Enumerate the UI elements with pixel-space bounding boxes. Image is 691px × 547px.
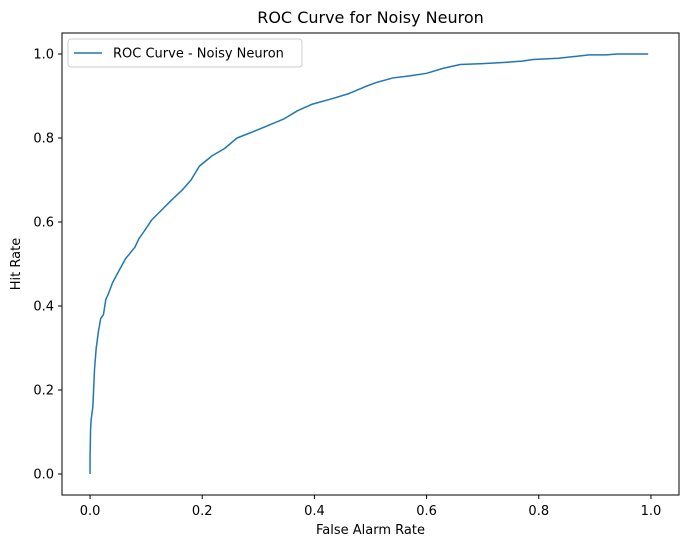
roc-curve-line bbox=[89, 53, 649, 474]
y-axis-ticks: 0.0 0.2 0.4 0.6 0.8 1.0 bbox=[33, 48, 62, 483]
y-tick-label: 0.2 bbox=[33, 384, 54, 399]
x-tick-label: 0.0 bbox=[80, 504, 101, 519]
legend: ROC Curve - Noisy Neuron bbox=[67, 38, 303, 68]
x-axis-ticks: 0.0 0.2 0.4 0.6 0.8 1.0 bbox=[80, 495, 662, 519]
x-tick-label: 1.0 bbox=[641, 504, 662, 519]
legend-box bbox=[67, 38, 303, 68]
legend-label: ROC Curve - Noisy Neuron bbox=[113, 47, 284, 62]
x-tick-label: 0.4 bbox=[304, 504, 325, 519]
y-tick-label: 0.8 bbox=[33, 132, 54, 147]
y-tick-label: 0.6 bbox=[33, 216, 54, 231]
y-tick-label: 1.0 bbox=[33, 48, 54, 63]
x-tick-label: 0.6 bbox=[416, 504, 437, 519]
y-tick-label: 0.0 bbox=[33, 468, 54, 483]
chart-title: ROC Curve for Noisy Neuron bbox=[257, 8, 484, 27]
x-tick-label: 0.2 bbox=[192, 504, 213, 519]
plot-frame bbox=[61, 32, 680, 496]
x-axis-label: False Alarm Rate bbox=[316, 523, 425, 538]
x-tick-label: 0.8 bbox=[528, 504, 549, 519]
y-tick-label: 0.4 bbox=[33, 300, 54, 315]
y-axis-label: Hit Rate bbox=[9, 238, 24, 290]
